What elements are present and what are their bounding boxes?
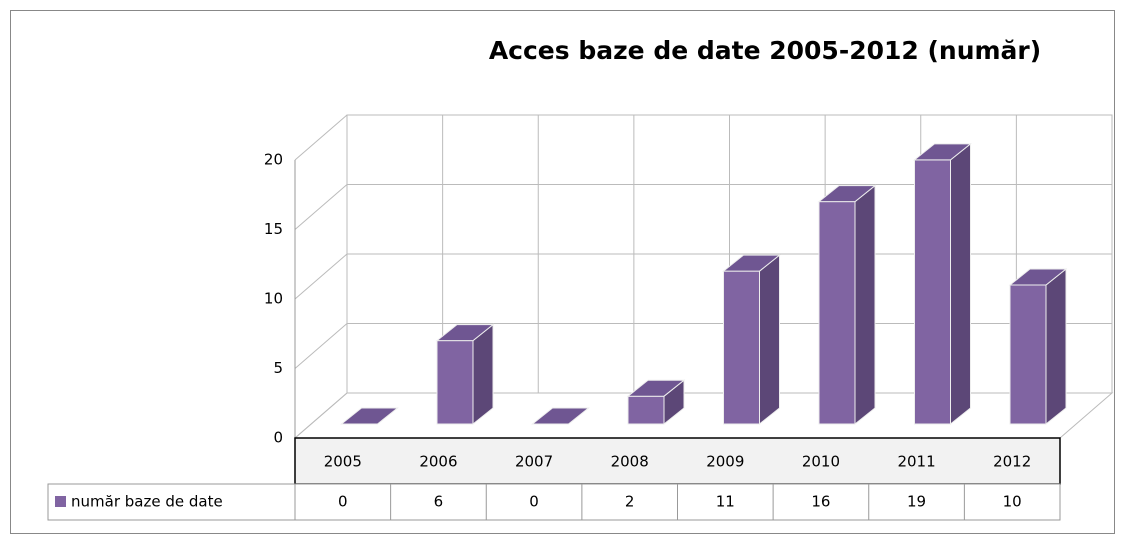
- x-tick-label: 2005: [324, 453, 362, 471]
- y-tick-label: 0: [273, 429, 283, 447]
- x-tick-label: 2009: [706, 453, 744, 471]
- bar-top: [435, 324, 495, 342]
- legend-label: număr baze de date: [71, 493, 223, 511]
- x-tick-label: 2006: [419, 453, 457, 471]
- table-value: 19: [907, 493, 926, 511]
- table-value: 6: [434, 493, 444, 511]
- bar-front: [818, 201, 856, 425]
- table-value: 0: [529, 493, 539, 511]
- chart-title: Acces baze de date 2005-2012 (număr): [489, 36, 1041, 65]
- bar-front: [914, 159, 951, 425]
- x-tick-label: 2011: [897, 453, 935, 471]
- y-tick-label: 5: [273, 359, 283, 377]
- bar-top: [626, 379, 686, 397]
- table-value: 2: [625, 493, 635, 511]
- bar-top: [722, 254, 781, 272]
- bar-side: [1045, 267, 1067, 426]
- bar-front: [627, 395, 665, 425]
- y-tick-label: 10: [264, 290, 283, 308]
- y-tick-label: 20: [264, 151, 283, 169]
- bar-front: [1009, 284, 1047, 425]
- x-tick-label: 2010: [802, 453, 840, 471]
- bar-top: [340, 407, 399, 425]
- table-value: 10: [1003, 493, 1022, 511]
- bar-top: [1008, 268, 1068, 286]
- bar-side: [472, 323, 494, 426]
- bar-top: [817, 185, 877, 203]
- table-value-row: [47, 483, 1061, 521]
- bar-top: [913, 143, 972, 161]
- legend-swatch: [55, 496, 66, 507]
- x-tick-label: 2012: [993, 453, 1031, 471]
- bar-side: [759, 254, 780, 426]
- x-tick-label: 2008: [611, 453, 649, 471]
- bar-front: [723, 270, 760, 425]
- table-value: 11: [716, 493, 735, 511]
- table-header-row: [294, 437, 1061, 485]
- table-value: 16: [811, 493, 830, 511]
- table-value: 0: [338, 493, 348, 511]
- bar-front: [436, 340, 474, 425]
- bar-side: [854, 184, 876, 426]
- y-tick-label: 15: [264, 220, 283, 238]
- bar-side: [950, 142, 971, 426]
- x-tick-label: 2007: [515, 453, 553, 471]
- bar-top: [531, 407, 590, 425]
